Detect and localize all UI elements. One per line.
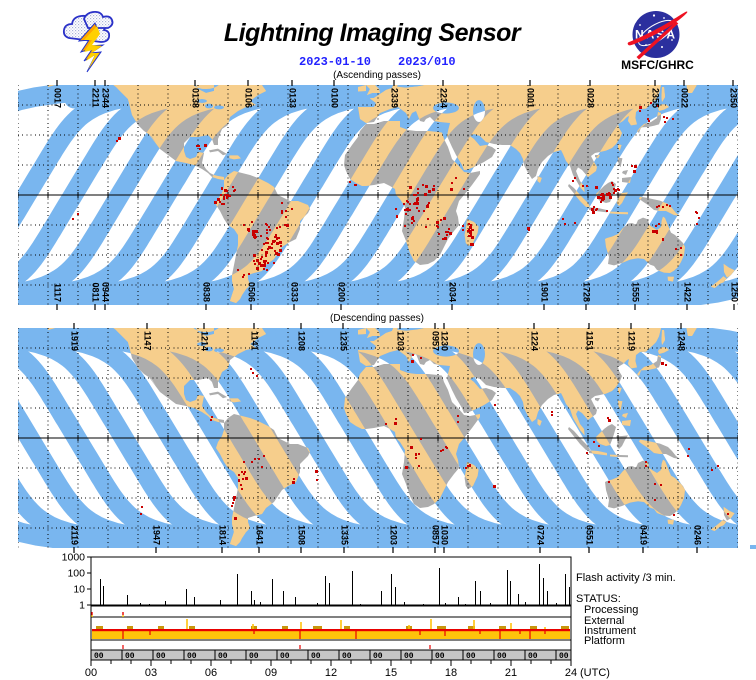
svg-text:2350: 2350 [729,88,739,108]
svg-text:0333: 0333 [290,282,300,302]
svg-text:1141: 1141 [250,331,260,351]
svg-text:2355: 2355 [651,88,661,108]
svg-text:1335: 1335 [340,525,350,545]
svg-text:1030: 1030 [440,525,450,545]
svg-text:0506: 0506 [247,282,257,302]
svg-text:1224: 1224 [530,331,540,351]
svg-text:00: 00 [94,652,104,661]
svg-text:2034: 2034 [448,282,458,302]
svg-text:0028: 0028 [586,88,596,108]
svg-text:Platform: Platform [584,635,625,647]
svg-text:00: 00 [497,652,507,661]
svg-text:0724: 0724 [536,525,546,545]
svg-text:00: 00 [249,652,259,661]
svg-text:00: 00 [156,652,166,661]
svg-text:00: 00 [280,652,290,661]
svg-text:00: 00 [466,652,476,661]
svg-text:1203: 1203 [396,331,406,351]
svg-text:0100: 0100 [330,88,340,108]
svg-text:0133: 0133 [288,88,298,108]
svg-text:2344: 2344 [101,88,111,108]
svg-text:0106: 0106 [244,88,254,108]
svg-text:2211: 2211 [91,88,101,108]
svg-text:1250: 1250 [730,282,740,302]
svg-text:21: 21 [505,667,517,679]
svg-text:15: 15 [385,667,397,679]
svg-text:1203: 1203 [389,525,399,545]
svg-text:24: 24 [565,667,577,679]
svg-text:00: 00 [125,652,135,661]
svg-text:1117: 1117 [53,283,63,302]
svg-text:1219: 1219 [627,331,637,351]
svg-text:(UTC): (UTC) [580,667,610,679]
svg-text:12: 12 [325,667,337,679]
svg-text:Flash activity /3 min.: Flash activity /3 min. [576,572,676,584]
svg-text:1230: 1230 [440,331,450,351]
svg-text:100: 100 [67,568,85,580]
svg-text:00: 00 [404,652,414,661]
svg-text:10: 10 [73,584,85,596]
svg-text:00: 00 [373,652,383,661]
svg-text:0957: 0957 [431,331,441,351]
svg-text:External: External [584,615,624,627]
svg-text:1728: 1728 [582,282,592,302]
svg-text:0001: 0001 [526,88,536,108]
svg-text:00: 00 [342,652,352,661]
svg-text:1919: 1919 [70,331,80,351]
svg-text:0138: 0138 [191,88,201,108]
svg-text:0838: 0838 [202,282,212,302]
svg-text:1: 1 [79,600,85,612]
svg-text:2023-01-10: 2023-01-10 [299,55,371,69]
svg-text:06: 06 [205,667,217,679]
svg-text:09: 09 [265,667,277,679]
svg-text:00: 00 [187,652,197,661]
svg-text:0419: 0419 [639,525,649,545]
svg-text:1214: 1214 [200,331,210,351]
svg-text:1555: 1555 [631,282,641,302]
svg-text:1208: 1208 [297,331,307,351]
svg-text:00: 00 [218,652,228,661]
svg-text:1000: 1000 [62,552,86,564]
svg-text:Instrument: Instrument [584,625,636,637]
svg-text:0551: 0551 [585,525,595,545]
svg-text:Processing: Processing [584,604,638,616]
svg-text:1235: 1235 [339,331,349,351]
svg-text:2339: 2339 [390,88,400,108]
svg-text:(Descending passes): (Descending passes) [330,313,424,324]
svg-text:00: 00 [528,652,538,661]
svg-text:1901: 1901 [540,282,550,302]
svg-text:0200: 0200 [337,282,347,302]
svg-text:1147: 1147 [143,331,153,351]
svg-text:2119: 2119 [70,525,80,545]
svg-text:(Ascending passes): (Ascending passes) [333,70,421,81]
svg-text:STATUS:: STATUS: [576,593,621,605]
svg-text:00: 00 [311,652,321,661]
svg-text:00: 00 [85,667,97,679]
svg-text:0246: 0246 [693,525,703,545]
svg-text:1151: 1151 [585,331,595,351]
svg-text:1422: 1422 [683,282,693,302]
svg-text:0022: 0022 [680,88,690,108]
svg-text:2234: 2234 [439,88,449,108]
svg-text:00: 00 [559,652,569,661]
svg-text:0944: 0944 [101,282,111,302]
svg-text:0857: 0857 [431,525,441,545]
svg-text:03: 03 [145,667,157,679]
svg-text:0017: 0017 [53,88,63,108]
svg-text:MSFC/GHRC: MSFC/GHRC [621,58,694,72]
svg-text:1814: 1814 [218,525,228,545]
svg-text:1248: 1248 [677,331,687,351]
svg-text:00: 00 [435,652,445,661]
svg-text:0811: 0811 [91,282,101,302]
svg-text:Lightning Imaging Sensor: Lightning Imaging Sensor [224,19,522,47]
svg-text:1947: 1947 [152,525,162,545]
svg-text:2023/010: 2023/010 [398,55,456,69]
svg-text:1641: 1641 [255,525,265,545]
svg-text:18: 18 [445,667,457,679]
svg-text:1508: 1508 [297,525,307,545]
